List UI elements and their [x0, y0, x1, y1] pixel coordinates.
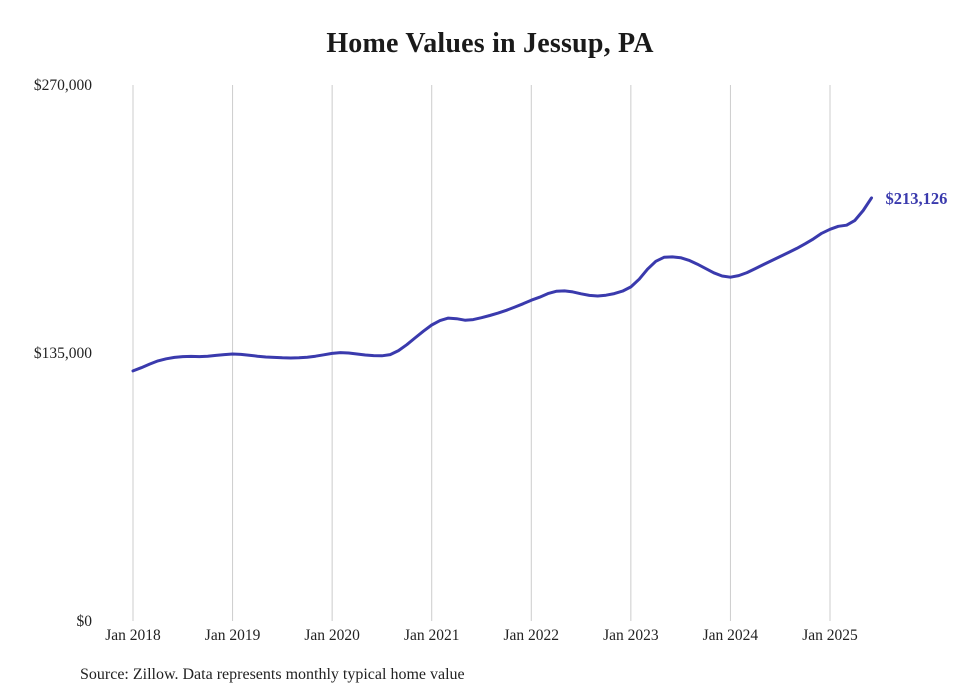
chart-title: Home Values in Jessup, PA [326, 28, 654, 59]
y-axis-tick-label: $270,000 [34, 77, 92, 94]
x-axis-tick-label: Jan 2024 [703, 627, 759, 644]
source-note: Source: Zillow. Data represents monthly … [80, 666, 465, 683]
home-value-line [131, 196, 873, 373]
x-axis-tick-label: Jan 2021 [404, 627, 460, 644]
x-axis-tick-label: Jan 2023 [603, 627, 659, 644]
x-axis-tick-label: Jan 2022 [504, 627, 560, 644]
x-axis-tick-label: Jan 2025 [802, 627, 858, 644]
end-value-label: $213,126 [885, 189, 947, 208]
x-axis-tick-label: Jan 2019 [205, 627, 261, 644]
x-axis-tick-label: Jan 2020 [304, 627, 360, 644]
y-axis-tick-label: $135,000 [34, 345, 92, 362]
x-axis-tick-label: Jan 2018 [105, 627, 161, 644]
y-axis-tick-label: $0 [77, 613, 93, 630]
